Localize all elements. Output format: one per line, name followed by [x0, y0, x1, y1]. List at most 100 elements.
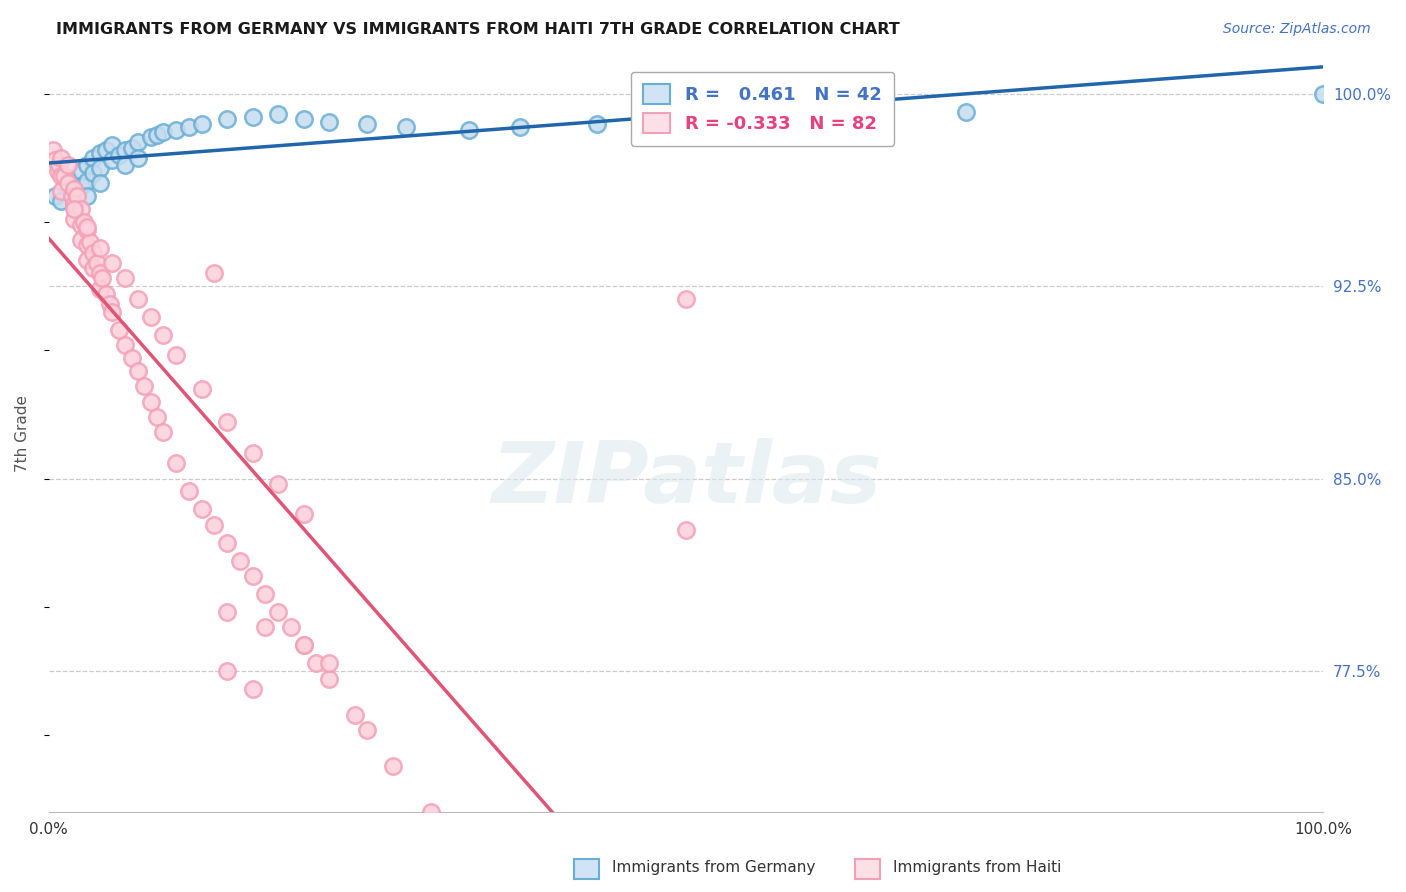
- Point: [94, 286, 117, 301]
- Point: [82, 245, 104, 260]
- Point: [458, 844, 481, 858]
- Point: [509, 120, 531, 134]
- Point: [82, 151, 104, 165]
- Point: [217, 605, 239, 619]
- Point: [318, 657, 340, 671]
- Point: [204, 266, 226, 280]
- Point: [139, 394, 162, 409]
- Point: [79, 235, 101, 250]
- Text: ZIPatlas: ZIPatlas: [491, 438, 882, 521]
- Point: [152, 327, 174, 342]
- Point: [56, 171, 79, 186]
- Point: [63, 212, 86, 227]
- Point: [91, 271, 114, 285]
- Point: [76, 253, 98, 268]
- Point: [41, 143, 63, 157]
- Point: [114, 271, 136, 285]
- Text: IMMIGRANTS FROM GERMANY VS IMMIGRANTS FROM HAITI 7TH GRADE CORRELATION CHART: IMMIGRANTS FROM GERMANY VS IMMIGRANTS FR…: [56, 22, 900, 37]
- Point: [76, 220, 98, 235]
- Point: [89, 241, 111, 255]
- Point: [394, 120, 416, 134]
- Point: [76, 222, 98, 236]
- Point: [420, 805, 443, 819]
- Point: [108, 148, 131, 162]
- Point: [48, 159, 70, 173]
- Point: [69, 163, 91, 178]
- Point: [292, 508, 315, 522]
- Point: [292, 112, 315, 127]
- Point: [343, 707, 366, 722]
- Point: [101, 256, 124, 270]
- Text: Immigrants from Germany: Immigrants from Germany: [612, 861, 815, 875]
- Point: [675, 292, 697, 306]
- Point: [76, 159, 98, 173]
- Point: [127, 151, 149, 165]
- Point: [51, 151, 73, 165]
- Point: [280, 620, 302, 634]
- Point: [69, 233, 91, 247]
- Point: [955, 104, 977, 119]
- Point: [66, 189, 89, 203]
- Text: Source: ZipAtlas.com: Source: ZipAtlas.com: [1223, 22, 1371, 37]
- Point: [242, 681, 264, 696]
- Point: [190, 382, 212, 396]
- Point: [89, 266, 111, 280]
- Point: [318, 115, 340, 129]
- Point: [675, 523, 697, 537]
- Point: [82, 261, 104, 276]
- Point: [121, 351, 143, 365]
- Point: [53, 169, 76, 183]
- Point: [127, 292, 149, 306]
- Point: [381, 759, 404, 773]
- Point: [217, 415, 239, 429]
- Point: [69, 202, 91, 216]
- Point: [217, 112, 239, 127]
- Legend: R =   0.461   N = 42, R = -0.333   N = 82: R = 0.461 N = 42, R = -0.333 N = 82: [631, 71, 894, 145]
- Point: [51, 169, 73, 183]
- Point: [101, 304, 124, 318]
- Point: [73, 215, 96, 229]
- Point: [292, 638, 315, 652]
- Point: [76, 174, 98, 188]
- Point: [242, 569, 264, 583]
- Point: [44, 153, 66, 168]
- Point: [76, 189, 98, 203]
- Point: [165, 348, 187, 362]
- Point: [139, 130, 162, 145]
- Point: [89, 161, 111, 175]
- Point: [76, 238, 98, 252]
- Point: [127, 136, 149, 150]
- Point: [69, 179, 91, 194]
- Point: [267, 476, 290, 491]
- Point: [46, 163, 69, 178]
- Point: [152, 125, 174, 139]
- Point: [69, 218, 91, 232]
- Point: [267, 107, 290, 121]
- Point: [217, 535, 239, 549]
- Point: [139, 310, 162, 324]
- Point: [585, 117, 607, 131]
- Point: [146, 409, 169, 424]
- Point: [89, 282, 111, 296]
- Point: [63, 197, 86, 211]
- Point: [114, 338, 136, 352]
- Point: [89, 177, 111, 191]
- Point: [356, 117, 378, 131]
- Y-axis label: 7th Grade: 7th Grade: [15, 395, 30, 472]
- Point: [89, 145, 111, 160]
- Point: [292, 638, 315, 652]
- Point: [51, 194, 73, 209]
- Point: [190, 502, 212, 516]
- Point: [56, 177, 79, 191]
- Point: [165, 456, 187, 470]
- Point: [190, 117, 212, 131]
- Point: [98, 297, 121, 311]
- Point: [242, 446, 264, 460]
- Point: [305, 657, 328, 671]
- Point: [82, 166, 104, 180]
- Point: [509, 888, 531, 892]
- Point: [267, 605, 290, 619]
- Point: [108, 323, 131, 337]
- Point: [356, 723, 378, 737]
- Point: [86, 256, 108, 270]
